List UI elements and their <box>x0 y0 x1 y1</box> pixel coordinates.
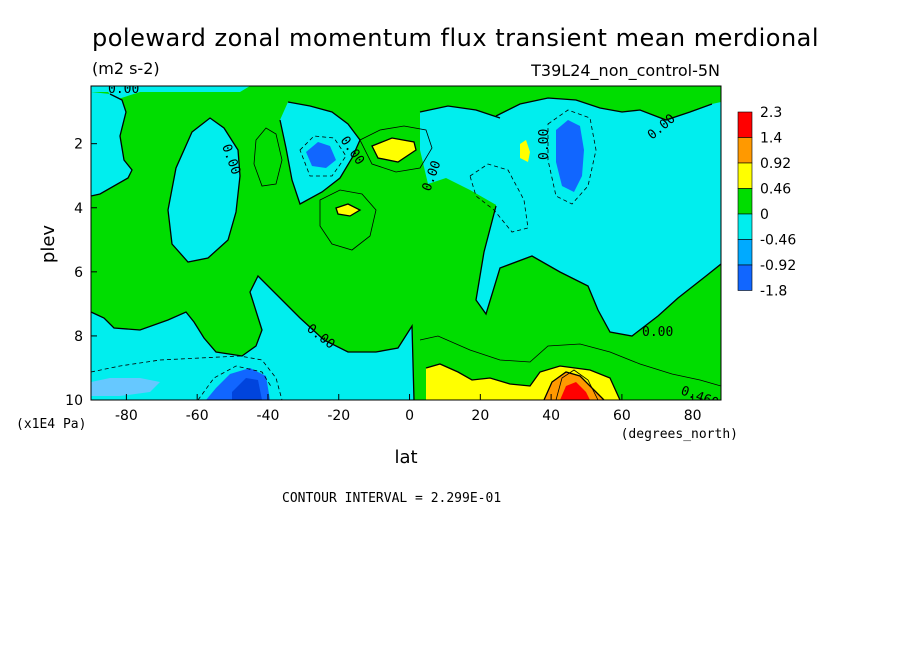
colorbar: 2.3 1.4 0.92 0.46 0 -0.46 -0.92 -1.8 <box>737 105 796 300</box>
colorbar-swatch <box>737 264 753 291</box>
region-cyan-lower-south <box>91 276 414 400</box>
colorbar-label: 1.4 <box>760 131 782 147</box>
y-axis-ticks: 2 4 6 8 10 <box>65 137 97 409</box>
contour-label: 0.00 <box>537 129 552 160</box>
contour-lines-dashed <box>91 109 597 400</box>
region-blue-north <box>556 120 584 192</box>
contour-interval: CONTOUR INTERVAL = 2.299E-01 <box>282 491 501 506</box>
region-cyan-west <box>91 92 132 196</box>
y-tick-label: 4 <box>74 201 83 217</box>
contour-lines-thin <box>253 125 721 400</box>
region-lightblue-lower <box>91 378 160 396</box>
colorbar-label: 0.46 <box>760 182 791 198</box>
contour-field: 0.00 0.00 0.00 0.00 0.00 0.00 0.00 0.00 … <box>91 82 721 400</box>
colorbar-swatch <box>737 137 753 164</box>
x-tick-label: 40 <box>542 408 560 424</box>
plot-frame <box>90 85 722 401</box>
region-red-lower-north <box>560 382 590 400</box>
chart-units: (m2 s-2) <box>92 59 160 78</box>
y-tick-label: 10 <box>65 393 83 409</box>
colorbar-swatch <box>737 188 753 215</box>
x-tick-label: 60 <box>613 408 631 424</box>
run-label: T39L24_non_control-5N <box>530 61 720 81</box>
x-tick-label: -40 <box>257 408 280 424</box>
contour-label: 0.00 <box>642 325 673 340</box>
region-yellow-midsouth <box>372 138 416 162</box>
colorbar-label: 0 <box>760 207 769 223</box>
x-tick-label: -20 <box>327 408 350 424</box>
region-yellow-north-sliver <box>520 140 530 162</box>
x-axis-unit: (degrees_north) <box>621 427 738 442</box>
region-cyan-north <box>476 98 721 336</box>
region-blue-midsouth <box>306 142 336 168</box>
x-tick-label: 80 <box>684 408 702 424</box>
chart-title: poleward zonal momentum flux transient m… <box>92 24 819 52</box>
region-cyan-south-lobe <box>168 118 240 262</box>
contour-lines <box>91 93 721 400</box>
colorbar-swatch <box>737 162 753 189</box>
colorbar-label: 2.3 <box>760 105 782 121</box>
colorbar-label: -1.8 <box>760 284 787 300</box>
x-tick-label: 0 <box>405 408 414 424</box>
y-tick-label: 6 <box>74 265 83 281</box>
colorbar-swatch <box>737 111 753 138</box>
x-axis-ticks: -80 -60 -40 -20 0 20 40 60 80 <box>115 394 702 424</box>
region-cyan-eq-upper <box>420 106 510 206</box>
region-cyan-top-left <box>91 86 250 100</box>
colorbar-swatch <box>737 239 753 266</box>
x-axis-label: lat <box>394 447 417 468</box>
x-tick-label: -80 <box>115 408 138 424</box>
y-tick-label: 8 <box>74 329 83 345</box>
x-tick-label: 20 <box>471 408 489 424</box>
colorbar-swatch <box>737 213 753 240</box>
y-axis-label: plev <box>38 225 59 264</box>
colorbar-label: -0.92 <box>760 258 796 274</box>
region-darkblue-lower <box>232 378 262 400</box>
x-tick-label: -60 <box>186 408 209 424</box>
contour-label: 0.00 <box>108 82 139 97</box>
y-tick-label: 2 <box>74 137 83 153</box>
y-axis-unit: (x1E4 Pa) <box>16 417 86 432</box>
colorbar-label: -0.46 <box>760 233 796 249</box>
colorbar-label: 0.92 <box>760 156 791 172</box>
